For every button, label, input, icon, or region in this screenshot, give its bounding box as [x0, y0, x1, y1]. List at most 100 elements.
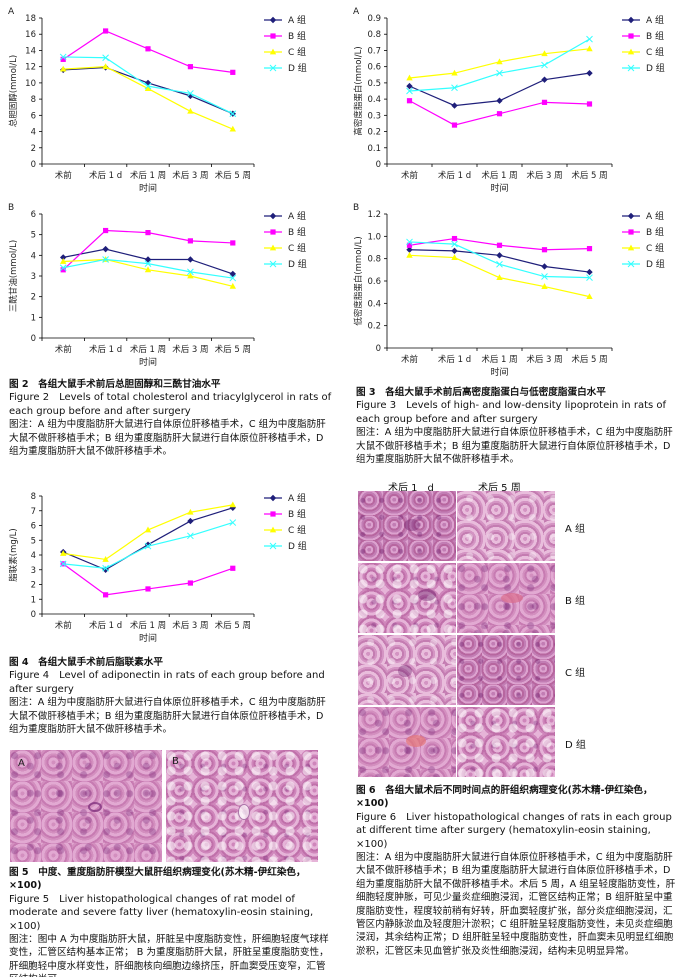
y-tick-label: 4 — [31, 251, 36, 261]
figure-2-note: 图注：A 组为中度脂肪肝大鼠进行自体原位肝移植手术，C 组为中度脂肪肝大鼠不做肝… — [9, 419, 326, 458]
data-point — [451, 235, 458, 242]
data-point — [59, 264, 67, 272]
x-tick-label: 术后 1 d — [438, 354, 471, 365]
data-point — [144, 526, 152, 533]
data-point — [144, 266, 152, 273]
figure-2-title: 图 2 各组大鼠手术前后总胆固醇和三酰甘油水平 — [9, 379, 221, 390]
legend-label: D 组 — [288, 62, 307, 74]
figure-6-photo-c-1d — [358, 635, 456, 705]
data-point — [586, 45, 593, 52]
legend-label: A 组 — [288, 492, 306, 504]
y-tick-label: 0.3 — [367, 111, 381, 121]
data-point — [586, 69, 593, 77]
series-b — [406, 98, 593, 128]
series-d — [59, 519, 237, 572]
y-tick-label: 1 — [31, 313, 36, 323]
series-b — [60, 28, 236, 75]
data-point — [541, 99, 548, 105]
data-point — [451, 254, 458, 260]
x-tick-label: 术后 5 周 — [215, 170, 251, 181]
data-point — [451, 122, 458, 128]
legend-marker — [627, 16, 635, 24]
figure-6-note: 图注：A 组为中度脂肪肝大鼠进行自体原位肝移植手术，C 组为中度脂肪肝大鼠不做肝… — [356, 852, 676, 957]
y-tick-label: 2 — [31, 293, 36, 303]
legend-label: B 组 — [646, 30, 664, 42]
figure-3-english-title: Figure 3 Levels of high- and low-density… — [356, 400, 667, 425]
y-tick-label: 5 — [31, 231, 36, 241]
figure-6-row-label-c: C 组 — [565, 668, 586, 679]
legend-label: D 组 — [288, 258, 307, 270]
series-line — [62, 507, 233, 571]
x-tick-label: 术后 1 周 — [130, 620, 166, 631]
legend-label: C 组 — [288, 242, 306, 254]
series-d — [406, 238, 593, 282]
legend-marker — [269, 244, 277, 251]
data-point — [541, 263, 548, 270]
data-point — [60, 267, 66, 273]
y-tick-label: 2 — [31, 144, 36, 154]
legend-marker — [269, 260, 277, 268]
data-point — [187, 508, 194, 515]
figure-6-row-label-a: A 组 — [565, 524, 586, 535]
figure-5-english-title: Figure 5 Liver histopathological changes… — [9, 893, 314, 932]
y-tick-label: 7 — [31, 507, 36, 517]
data-point — [144, 79, 152, 87]
x-tick-label: 术后 3 周 — [526, 354, 562, 365]
legend: A 组 B 组 C 组 D 组 — [264, 14, 307, 74]
data-point — [451, 69, 458, 76]
y-tick-label: 6 — [31, 111, 36, 121]
x-tick-label: 术前 — [401, 354, 419, 365]
x-tick-label: 术前 — [401, 170, 419, 181]
legend: A 组 B 组 C 组 D 组 — [264, 210, 307, 270]
legend-label: B 组 — [288, 226, 306, 238]
y-tick-label: 2 — [31, 581, 36, 591]
series-line — [409, 38, 590, 92]
figure-6-photo-b-5w — [457, 563, 555, 633]
legend-label: D 组 — [646, 62, 665, 74]
x-tick-label: 术后 1 d — [438, 170, 471, 181]
series-line — [62, 30, 233, 73]
x-tick-label: 术后 3 周 — [526, 170, 562, 181]
x-axis-label: 时间 — [490, 366, 508, 378]
data-point — [229, 125, 236, 132]
x-axis-label: 时间 — [490, 182, 508, 194]
data-point — [451, 240, 458, 248]
figure-6-photo-a-1d — [358, 491, 456, 561]
x-tick-label: 术后 1 周 — [130, 170, 166, 181]
y-tick-label: 0.8 — [367, 30, 381, 40]
data-point — [586, 293, 593, 300]
chart-svg: 0 1 2 3 4 5 6 7 8 术前 术后 1 d 术后 1 周术后 3 周术后 5 周时间 脂联素… — [8, 492, 307, 644]
legend: A 组 B 组 C 组 D 组 — [264, 492, 307, 552]
x-tick-label: 术前 — [55, 170, 73, 181]
y-tick-label: 0 — [376, 160, 381, 170]
data-point — [60, 56, 66, 62]
data-point — [187, 268, 194, 276]
data-point — [102, 63, 109, 70]
data-point — [103, 592, 109, 598]
legend-marker — [269, 64, 277, 72]
data-point — [496, 274, 503, 281]
data-point — [144, 260, 152, 267]
legend-label: D 组 — [288, 540, 307, 552]
y-tick-label: 4 — [31, 551, 36, 561]
legend-marker — [269, 212, 277, 220]
data-point — [496, 97, 503, 104]
y-tick-label: 0.2 — [367, 128, 381, 138]
data-point — [187, 580, 193, 586]
series-a — [60, 245, 236, 278]
data-point — [586, 35, 593, 43]
figure-6-row-label-d: D 组 — [565, 740, 586, 751]
data-point — [541, 76, 548, 83]
x-tick-label: 术后 1 d — [89, 344, 122, 355]
portal-vein — [406, 735, 426, 747]
data-point — [541, 283, 548, 289]
data-point — [406, 251, 413, 258]
panel-letter: A — [8, 7, 15, 17]
chart-svg: A 0 2 4 6 8 10 12 14 16 18 术前 术后 1 d 术后 1 周术后 3 周术后 5… — [8, 7, 307, 194]
data-point — [406, 246, 413, 253]
figure-5-note: 图注：图中 A 为中度脂肪肝大鼠，肝脏呈中度脂肪变性，肝细胞轻度气球样变性，汇管… — [9, 934, 329, 977]
x-axis-label: 时间 — [139, 182, 157, 194]
y-axis-label: 高密度脂蛋白(mmol/L) — [353, 46, 364, 135]
data-point — [496, 260, 503, 268]
legend-marker — [628, 229, 634, 235]
